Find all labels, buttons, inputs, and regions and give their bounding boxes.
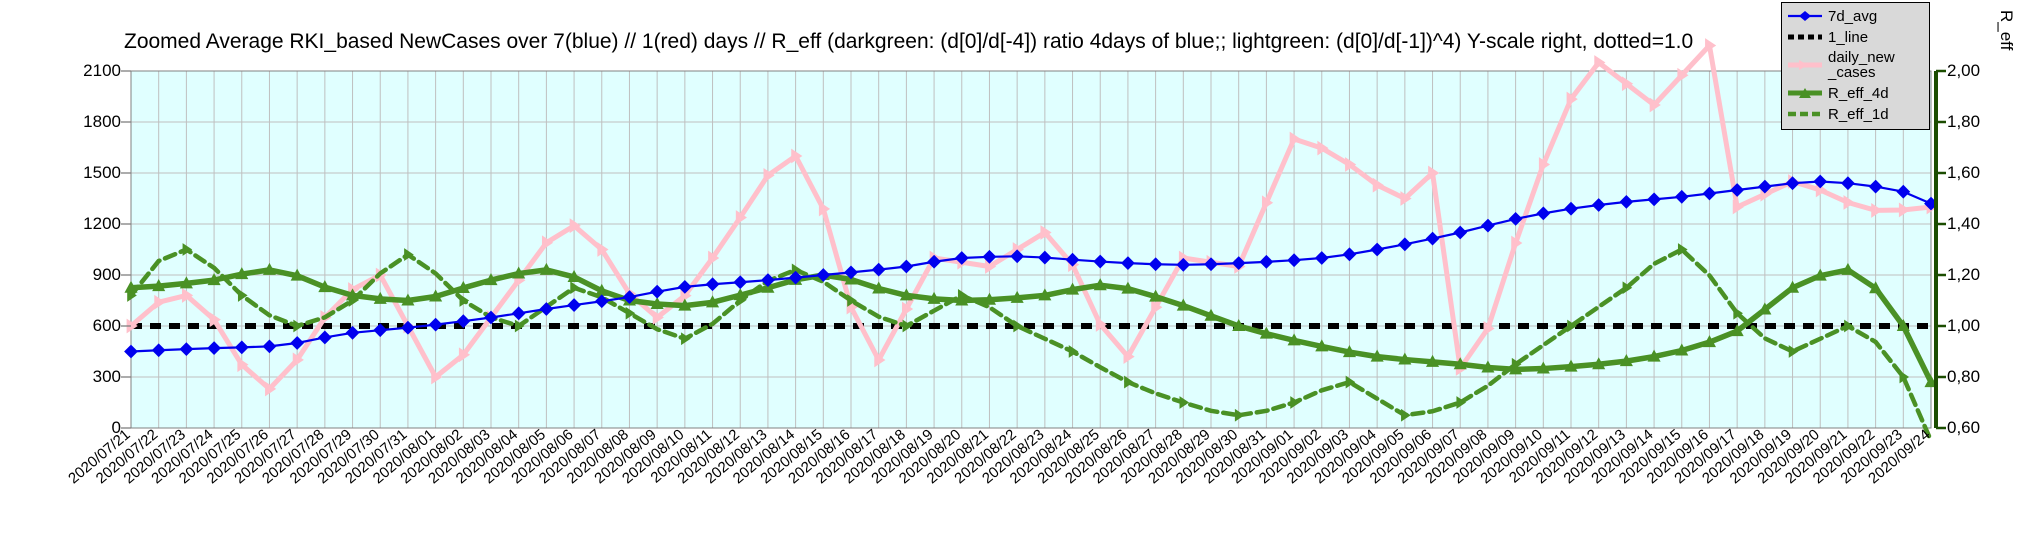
svg-text:900: 900: [93, 265, 121, 284]
svg-text:1,20: 1,20: [1947, 265, 1980, 284]
svg-text:1200: 1200: [83, 214, 121, 233]
svg-text:1800: 1800: [83, 112, 121, 131]
svg-text:600: 600: [93, 316, 121, 335]
svg-text:1,60: 1,60: [1947, 163, 1980, 182]
svg-text:0,60: 0,60: [1947, 418, 1980, 437]
svg-text:1,80: 1,80: [1947, 112, 1980, 131]
svg-text:300: 300: [93, 367, 121, 386]
svg-text:1,00: 1,00: [1947, 316, 1980, 335]
svg-text:2,00: 2,00: [1947, 61, 1980, 80]
svg-text:2100: 2100: [83, 61, 121, 80]
svg-text:1500: 1500: [83, 163, 121, 182]
svg-text:1,40: 1,40: [1947, 214, 1980, 233]
svg-text:0,80: 0,80: [1947, 367, 1980, 386]
